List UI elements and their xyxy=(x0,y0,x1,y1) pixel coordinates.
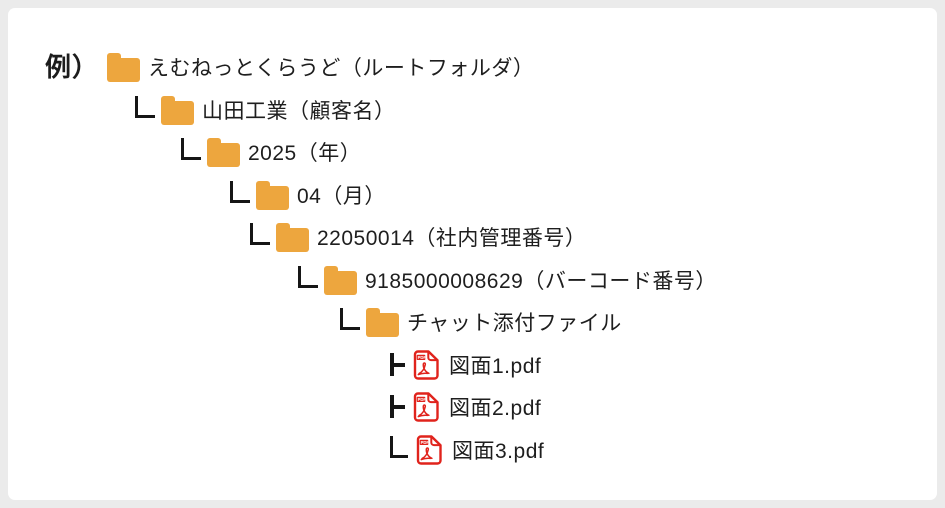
file-label: 図面3.pdf xyxy=(452,440,545,463)
tree-row-pdf-3: PDF 図面3.pdf xyxy=(390,435,544,465)
folder-label: えむねっとくらうど（ルートフォルダ） xyxy=(148,57,535,80)
elbow-connector-icon xyxy=(135,96,155,118)
folder-icon xyxy=(324,265,357,295)
pdf-file-icon: PDF xyxy=(416,435,442,465)
tree-row-customer: 山田工業（顧客名） xyxy=(135,95,396,125)
folder-label: チャット添付ファイル xyxy=(407,312,622,335)
elbow-connector-icon xyxy=(298,266,318,288)
tree-row-barcode-number: 9185000008629（バーコード番号） xyxy=(298,265,717,295)
pdf-badge-text: PDF xyxy=(418,397,427,402)
folder-label: 22050014（社内管理番号） xyxy=(317,227,587,250)
folder-icon xyxy=(256,180,289,210)
elbow-connector-icon xyxy=(250,223,270,245)
tee-connector-icon xyxy=(390,394,405,420)
tree-row-root: 例） えむねっとくらうど（ルートフォルダ） xyxy=(45,52,534,82)
folder-label: 9185000008629（バーコード番号） xyxy=(365,270,717,293)
tee-connector-icon xyxy=(390,352,405,378)
folder-label: 山田工業（顧客名） xyxy=(202,100,396,123)
pdf-badge-text: PDF xyxy=(418,355,427,360)
elbow-connector-icon xyxy=(181,138,201,160)
pdf-badge-text: PDF xyxy=(421,440,430,445)
folder-label: 04（月） xyxy=(297,185,386,208)
tree-row-pdf-2: PDF 図面2.pdf xyxy=(390,392,541,422)
pdf-file-icon: PDF xyxy=(413,392,439,422)
elbow-connector-icon xyxy=(230,181,250,203)
tree-row-chat-attachments: チャット添付ファイル xyxy=(340,307,622,337)
folder-icon xyxy=(107,52,141,82)
folder-icon xyxy=(276,222,309,252)
folder-icon xyxy=(366,307,399,337)
file-label: 図面2.pdf xyxy=(449,397,542,420)
tree-row-month: 04（月） xyxy=(230,180,386,210)
elbow-connector-icon xyxy=(340,308,360,330)
example-label: 例） xyxy=(45,51,100,82)
folder-icon xyxy=(161,95,194,125)
file-label: 図面1.pdf xyxy=(449,355,542,378)
pdf-file-icon: PDF xyxy=(413,350,439,380)
folder-label: 2025（年） xyxy=(248,142,362,165)
tree-row-pdf-1: PDF 図面1.pdf xyxy=(390,350,541,380)
tree-row-year: 2025（年） xyxy=(181,137,361,167)
folder-icon xyxy=(207,137,240,167)
diagram-panel xyxy=(8,8,937,500)
elbow-connector-icon xyxy=(390,436,408,458)
tree-row-internal-number: 22050014（社内管理番号） xyxy=(250,222,586,252)
